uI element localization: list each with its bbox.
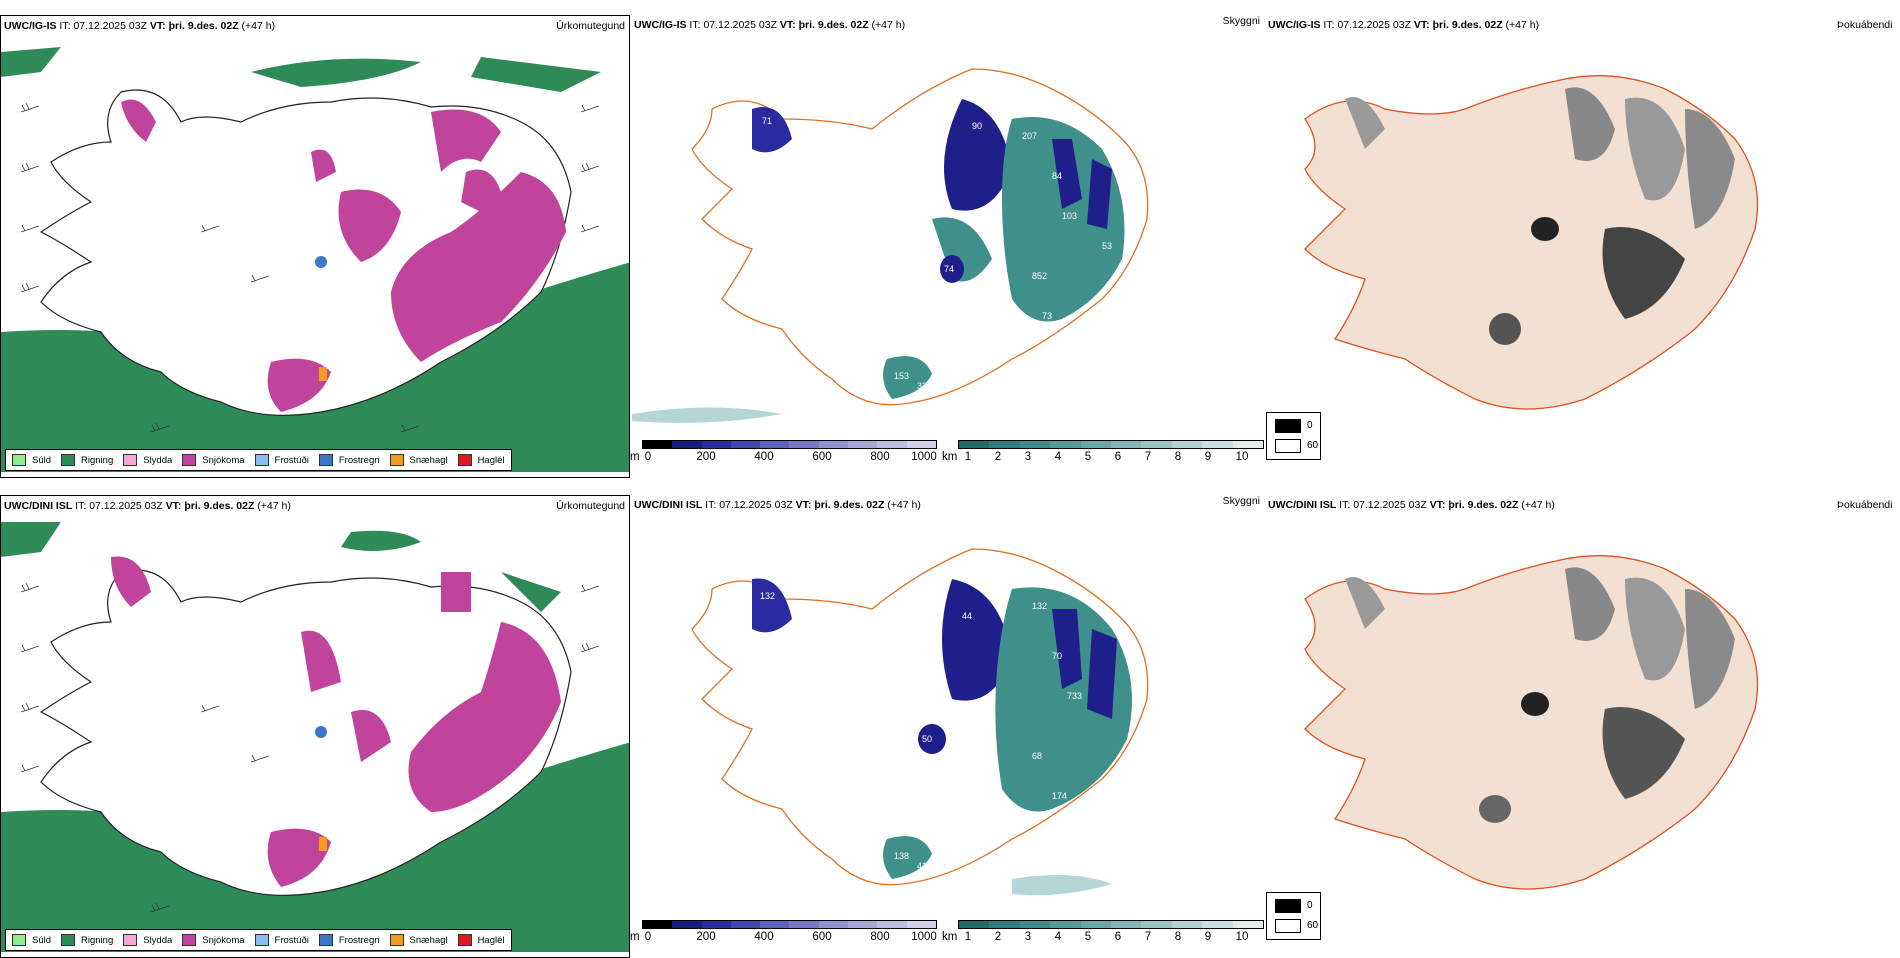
legend-item: Snjókoma: [182, 454, 245, 466]
elevation-bar: [642, 440, 937, 449]
swatch-rigning: [61, 454, 76, 466]
cloud-swatch-60: [1275, 919, 1301, 933]
legend-item: Snæhagl: [389, 454, 448, 466]
svg-text:153: 153: [894, 371, 909, 381]
legend-item: Frostúði: [254, 934, 309, 946]
svg-text:50: 50: [922, 734, 932, 744]
svg-text:103: 103: [1062, 211, 1077, 221]
swatch-snaehagl: [389, 454, 404, 466]
panel-title-visibility: Skyggni: [1222, 495, 1260, 507]
legend-item: Frostregn: [318, 454, 380, 466]
fog-map: [1304, 555, 1759, 890]
elevation-colorbar-top: m 0 200 400 600 800 1000: [630, 440, 937, 464]
swatch-snjokoma: [182, 454, 197, 466]
legend-item: Súld: [12, 454, 51, 466]
fog-map: [1304, 75, 1759, 410]
visibility-bar: [958, 920, 1264, 929]
swatch-snaehagl: [389, 934, 404, 946]
svg-text:71: 71: [762, 116, 772, 126]
precip-panel-bottom: UWC/DINI ISL IT: 07.12.2025 03Z VT: þri.…: [0, 495, 630, 958]
legend-item: Frostúði: [254, 454, 309, 466]
svg-text:852: 852: [1032, 271, 1047, 281]
legend-item: Frostregn: [318, 934, 380, 946]
svg-text:68: 68: [1032, 751, 1042, 761]
precip-panel-top: UWC/IG-IS IT: 07.12.2025 03Z VT: þri. 9.…: [0, 15, 630, 478]
fog-panel-top: UWC/IG-IS IT: 07.12.2025 03Z VT: þri. 9.…: [1265, 15, 1900, 478]
legend-item: Snjókoma: [182, 934, 245, 946]
panel-title-precip: Úrkomutegund: [556, 500, 625, 512]
swatch-slydda: [123, 454, 138, 466]
elevation-labels-bottom: 132 44 132 70 733 50 68 174 138 41: [760, 591, 1082, 871]
visibility-map: 132 44 132 70 733 50 68 174 138 41: [691, 548, 1149, 896]
panel-title-fog: Þokuábendi: [1837, 19, 1893, 31]
swatch-sudl: [12, 454, 26, 466]
svg-text:174: 174: [1052, 791, 1067, 801]
panel-header: UWC/IG-IS IT: 07.12.2025 03Z VT: þri. 9.…: [634, 19, 906, 31]
svg-text:84: 84: [1052, 171, 1062, 181]
panel-header: UWC/DINI ISL IT: 07.12.2025 03Z VT: þri.…: [4, 500, 291, 512]
svg-text:73: 73: [1042, 311, 1052, 321]
swatch-slydda: [123, 934, 138, 946]
swatch-frostudi: [254, 934, 269, 946]
svg-text:41: 41: [917, 861, 927, 871]
legend-item: Slydda: [123, 454, 172, 466]
swatch-snjokoma: [182, 934, 197, 946]
legend-item: Súld: [12, 934, 51, 946]
elevation-colorbar-bottom: m 0 200 400 600 800 1000: [630, 920, 937, 944]
visibility-colorbar-bottom: km 1 2 3 4 5 6 7 8 9 10: [942, 920, 1264, 944]
visibility-panel-top: UWC/IG-IS IT: 07.12.2025 03Z VT: þri. 9.…: [632, 15, 1264, 478]
cloud-legend-bottom: 0 60: [1266, 892, 1321, 940]
fog-panel-bottom: UWC/DINI ISL IT: 07.12.2025 03Z VT: þri.…: [1265, 495, 1900, 950]
svg-text:53: 53: [1102, 241, 1112, 251]
svg-text:132: 132: [1032, 601, 1047, 611]
visibility-bar: [958, 440, 1264, 449]
swatch-haglel: [457, 934, 472, 946]
svg-text:70: 70: [1052, 651, 1062, 661]
visibility-colorbar-top: km 1 2 3 4 5 6 7 8 9 10: [942, 440, 1264, 464]
precip-map: [1, 47, 629, 472]
precip-legend: Súld Rigning Slydda Snjókoma Frostúði Fr…: [5, 449, 512, 471]
panel-title-precip: Úrkomutegund: [556, 20, 625, 32]
svg-text:132: 132: [760, 591, 775, 601]
swatch-rigning: [61, 934, 76, 946]
svg-text:90: 90: [972, 121, 982, 131]
swatch-haglel: [457, 454, 472, 466]
cloud-legend-top: 0 60: [1266, 412, 1321, 460]
legend-item: Snæhagl: [389, 934, 448, 946]
svg-text:44: 44: [962, 611, 972, 621]
panel-header: UWC/IG-IS IT: 07.12.2025 03Z VT: þri. 9.…: [1268, 19, 1540, 31]
svg-text:320: 320: [917, 381, 932, 391]
cloud-swatch-0: [1275, 899, 1301, 913]
svg-text:733: 733: [1067, 691, 1082, 701]
cloud-swatch-60: [1275, 439, 1301, 453]
svg-text:138: 138: [894, 851, 909, 861]
legend-item: Rigning: [61, 934, 113, 946]
svg-text:207: 207: [1022, 131, 1037, 141]
panel-title-visibility: Skyggni: [1222, 15, 1260, 27]
panel-header: UWC/DINI ISL IT: 07.12.2025 03Z VT: þri.…: [634, 499, 921, 511]
precip-map: [1, 522, 629, 952]
visibility-panel-bottom: UWC/DINI ISL IT: 07.12.2025 03Z VT: þri.…: [632, 495, 1264, 958]
swatch-frostudi: [254, 454, 269, 466]
panel-title-fog: Þokuábendi: [1837, 499, 1893, 511]
panel-header: UWC/IG-IS IT: 07.12.2025 03Z VT: þri. 9.…: [4, 20, 276, 32]
elevation-bar: [642, 920, 937, 929]
legend-item: Haglél: [457, 934, 505, 946]
swatch-sudl: [12, 934, 26, 946]
legend-item: Slydda: [123, 934, 172, 946]
swatch-frostregn: [318, 454, 333, 466]
legend-item: Haglél: [457, 454, 505, 466]
panel-header: UWC/DINI ISL IT: 07.12.2025 03Z VT: þri.…: [1268, 499, 1555, 511]
visibility-map: 71 90 207 84 103 53 74 852 73 153 320: [632, 68, 1149, 423]
svg-text:74: 74: [944, 264, 954, 274]
swatch-frostregn: [318, 934, 333, 946]
cloud-swatch-0: [1275, 419, 1301, 433]
elevation-labels-top: 71 90 207 84 103 53 74 852 73 153 320: [762, 116, 1112, 391]
precip-legend: Súld Rigning Slydda Snjókoma Frostúði Fr…: [5, 929, 512, 951]
legend-item: Rigning: [61, 454, 113, 466]
